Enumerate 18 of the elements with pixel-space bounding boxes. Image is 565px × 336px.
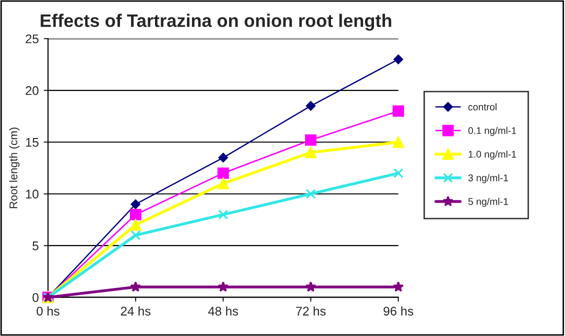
legend-label: 5 ng/ml-1 xyxy=(468,198,508,207)
y-axis-title: Root length (cm) xyxy=(9,128,20,208)
legend-label: 3 ng/ml-1 xyxy=(468,174,508,184)
x-tick-label: 96 hs xyxy=(384,306,414,316)
y-tick-label: 5 xyxy=(32,242,38,250)
chart-title: Effects of Tartrazina on onion root length xyxy=(40,14,392,31)
legend-label: 0.1 ng/ml-1 xyxy=(468,126,516,136)
x-tick-label: 72 hs xyxy=(296,306,326,316)
legend-label: 1.0 ng/ml-1 xyxy=(468,150,516,160)
y-tick-label: 0 xyxy=(32,293,39,302)
x-tick-label: 24 hs xyxy=(120,306,150,316)
y-tick-label: 25 xyxy=(26,34,38,44)
x-tick-label: 0 hs xyxy=(36,306,60,316)
x-tick-label: 48 hs xyxy=(208,306,238,316)
y-tick-label: 15 xyxy=(26,138,38,147)
y-tick-label: 20 xyxy=(26,86,39,96)
y-tick-label: 10 xyxy=(26,190,39,199)
legend-label: control xyxy=(468,103,496,110)
